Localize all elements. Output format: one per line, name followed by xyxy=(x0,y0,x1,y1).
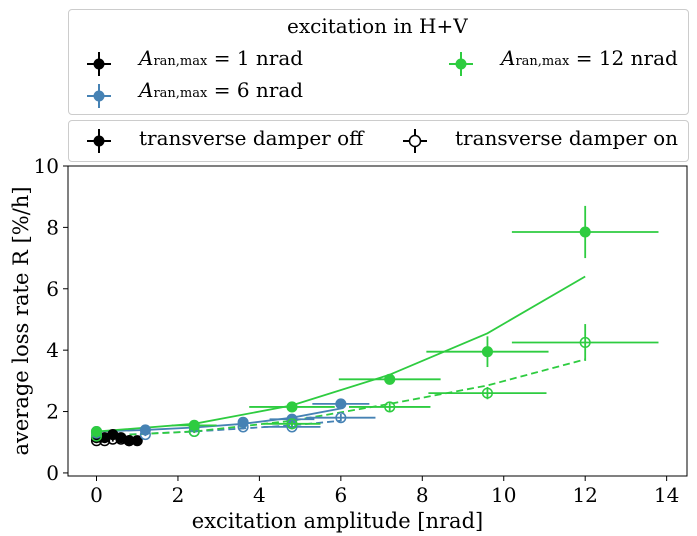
data-point xyxy=(188,425,200,438)
legend-excitation-title: excitation in H+V xyxy=(287,14,468,38)
x-tick-label: 6 xyxy=(334,483,347,507)
y-tick-label: 10 xyxy=(34,154,59,178)
data-point xyxy=(335,398,347,410)
data-point xyxy=(335,412,347,424)
legend-marker-green xyxy=(449,52,473,76)
data-point xyxy=(99,435,111,447)
data-point xyxy=(286,418,298,430)
y-tick-label: 6 xyxy=(46,277,59,301)
y-axis-label: average loss rate R [%/h] xyxy=(9,186,33,455)
plot-frame xyxy=(67,165,688,477)
data-point xyxy=(139,429,151,441)
legend-label-1nrad: Aran,max = 1 nrad xyxy=(139,46,304,70)
legend-marker-damper-on xyxy=(403,129,427,153)
y-tick-label: 8 xyxy=(46,215,59,239)
data-point xyxy=(481,346,494,358)
y-tick-label: 4 xyxy=(46,338,59,362)
data-point xyxy=(90,430,103,442)
data-point xyxy=(237,421,249,433)
legend-label-12nrad: Aran,max = 12 nrad xyxy=(501,46,678,70)
data-point xyxy=(481,387,494,399)
legend-marker-blue xyxy=(87,84,111,108)
fit-line-2 xyxy=(96,407,342,433)
y-tick-label: 2 xyxy=(46,400,59,424)
data-point xyxy=(384,401,396,413)
x-tick-label: 4 xyxy=(253,483,266,507)
legend-label-6nrad: Aran,max = 6 nrad xyxy=(139,78,304,102)
data-point xyxy=(579,226,591,238)
data-point xyxy=(107,433,119,445)
legend-value-6: 6 xyxy=(236,78,250,102)
legend-marker-damper-off xyxy=(87,129,111,153)
legend-marker-black xyxy=(87,52,111,76)
data-point xyxy=(384,373,396,385)
legend-value-1: 1 xyxy=(236,46,250,70)
x-tick-label: 2 xyxy=(172,483,185,507)
x-tick-label: 10 xyxy=(491,483,516,507)
x-tick-label: 14 xyxy=(654,483,679,507)
x-tick-label: 12 xyxy=(572,483,597,507)
data-point xyxy=(286,401,298,413)
x-tick-label: 8 xyxy=(416,483,429,507)
legend-damper: transverse damper off transverse damper … xyxy=(68,120,689,162)
legend-label-damper-on: transverse damper on xyxy=(455,126,678,150)
data-point xyxy=(123,435,135,447)
legend-label-damper-off: transverse damper off xyxy=(139,126,364,150)
y-tick-label: 0 xyxy=(46,461,59,485)
data-point xyxy=(115,433,127,445)
x-axis-label: excitation amplitude [nrad] xyxy=(192,509,483,533)
fit-line-5 xyxy=(96,358,586,437)
x-tick-label: 0 xyxy=(90,483,103,507)
legend-value-12: 12 xyxy=(598,46,625,70)
data-point xyxy=(579,336,591,349)
legend-excitation: excitation in H+V Aran,max = 1 nrad Aran… xyxy=(68,9,689,115)
data-point xyxy=(131,435,143,447)
